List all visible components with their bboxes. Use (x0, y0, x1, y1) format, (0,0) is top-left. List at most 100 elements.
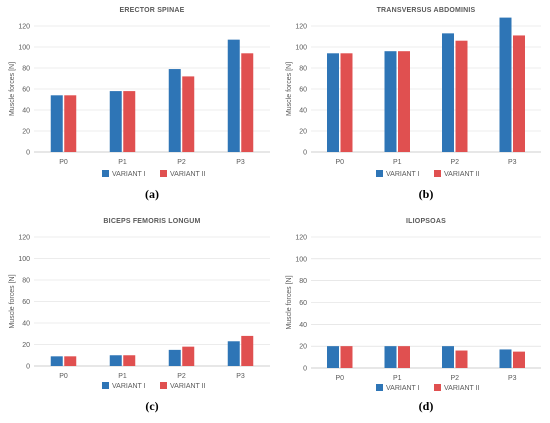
y-tick-label: 60 (299, 300, 307, 307)
bar-variant-2-p3 (513, 35, 525, 153)
y-tick-label: 100 (18, 256, 30, 263)
legend-swatch (102, 382, 109, 389)
bar-variant-2-p0 (64, 95, 77, 152)
x-tick-label: P2 (177, 373, 186, 380)
y-tick-label: 20 (299, 344, 307, 351)
chart-title: ILIOPSOAS (406, 218, 446, 225)
y-tick-label: 40 (299, 108, 307, 115)
x-tick-label: P1 (118, 159, 127, 166)
bar-variant-1-p3 (227, 341, 240, 366)
x-tick-label: P0 (59, 159, 68, 166)
y-tick-label: 40 (22, 108, 30, 115)
y-tick-label: 100 (295, 45, 307, 52)
y-tick-label: 80 (299, 66, 307, 73)
chart-panel-3: BICEPS FEMORIS LONGUM 0 20 40 60 80 100 120 Musc… (9, 218, 270, 413)
legend-label: VARIANT I (112, 383, 146, 390)
panel-label: (b) (419, 187, 434, 201)
y-tick-label: 0 (303, 366, 307, 373)
legend-swatch (160, 170, 167, 177)
y-tick-label: 80 (22, 66, 30, 73)
bar-variant-2-p3 (513, 351, 525, 368)
bar-variant-1-p2 (442, 33, 454, 152)
x-tick-label: P3 (236, 373, 245, 380)
bar-variant-1-p1 (384, 51, 397, 153)
y-axis-label: Muscle forces [N] (9, 62, 16, 116)
y-tick-label: 100 (18, 45, 30, 52)
bar-variant-2-p1 (398, 346, 410, 368)
y-axis-label: Muscle forces [N] (9, 274, 16, 328)
x-tick-label: P1 (393, 375, 402, 382)
y-axis-label: Muscle forces [N] (286, 62, 293, 116)
y-tick-label: 40 (299, 322, 307, 329)
bar-variant-2-p0 (340, 53, 353, 152)
legend-swatch (434, 170, 441, 177)
panel-label: (a) (145, 187, 159, 201)
legend-swatch (376, 384, 383, 391)
bar-variant-1-p3 (499, 349, 512, 368)
bar-variant-1-p0 (50, 356, 63, 366)
bar-variant-1-p0 (327, 53, 339, 152)
legend-label: VARIANT I (386, 385, 420, 392)
legend-swatch (434, 384, 441, 391)
legend-label: VARIANT I (386, 171, 420, 178)
x-tick-label: P2 (450, 159, 459, 166)
bar-variant-1-p2 (442, 346, 454, 368)
x-tick-label: P3 (236, 159, 245, 166)
bar-variant-2-p2 (455, 40, 468, 153)
legend-swatch (376, 170, 383, 177)
y-tick-label: 20 (299, 129, 307, 136)
bar-variant-1-p1 (109, 355, 122, 366)
y-tick-label: 20 (22, 129, 30, 136)
bar-variant-2-p3 (241, 335, 254, 366)
x-tick-label: P0 (335, 159, 344, 166)
bar-variant-1-p2 (168, 349, 181, 366)
chart-panel-4: ILIOPSOAS 0 20 40 60 80 100 120 Muscle forces [N… (286, 218, 541, 413)
bar-variant-1-p1 (384, 346, 397, 368)
panel-label: (c) (145, 399, 158, 413)
y-tick-label: 20 (22, 342, 30, 349)
x-tick-label: P3 (508, 375, 517, 382)
bar-variant-2-p1 (123, 355, 136, 366)
x-tick-label: P1 (393, 159, 402, 166)
y-tick-label: 60 (22, 87, 30, 94)
chart-panel-2: TRANSVERSUS ABDOMINIS 0 20 40 60 80 100 120 Musc… (286, 7, 541, 201)
chart-panel-1: ERECTOR SPINAE 0 20 40 60 80 100 120 Muscle forc… (9, 7, 270, 201)
bar-variant-1-p3 (499, 17, 512, 152)
bar-variant-2-p3 (241, 53, 254, 152)
x-tick-label: P0 (59, 373, 68, 380)
bar-variant-2-p1 (398, 51, 410, 153)
bar-variant-2-p2 (455, 350, 468, 368)
y-tick-label: 120 (295, 235, 307, 242)
chart-title: ERECTOR SPINAE (120, 7, 185, 14)
bar-variant-1-p2 (168, 69, 181, 152)
chart-title: BICEPS FEMORIS LONGUM (103, 218, 200, 225)
x-tick-label: P1 (118, 373, 127, 380)
bar-variant-1-p1 (109, 91, 122, 152)
y-tick-label: 120 (18, 24, 30, 31)
y-tick-label: 120 (18, 235, 30, 242)
bar-variant-2-p1 (123, 91, 136, 152)
legend-swatch (160, 382, 167, 389)
bar-variant-2-p2 (182, 76, 195, 152)
bar-variant-2-p0 (64, 356, 77, 366)
bar-variant-2-p0 (340, 346, 353, 368)
bar-variant-1-p0 (50, 95, 63, 152)
y-tick-label: 120 (295, 24, 307, 31)
legend-swatch (102, 170, 109, 177)
y-tick-label: 40 (22, 321, 30, 328)
bar-variant-1-p3 (227, 39, 240, 152)
x-tick-label: P2 (177, 159, 186, 166)
y-tick-label: 80 (22, 278, 30, 285)
legend-label: VARIANT II (444, 171, 480, 178)
legend-label: VARIANT II (444, 385, 480, 392)
legend-label: VARIANT II (170, 171, 206, 178)
y-tick-label: 60 (22, 299, 30, 306)
bar-variant-1-p0 (327, 346, 339, 368)
x-tick-label: P2 (450, 375, 459, 382)
legend-label: VARIANT I (112, 171, 146, 178)
y-tick-label: 0 (26, 150, 30, 157)
y-axis-label: Muscle forces [N] (286, 275, 293, 329)
y-tick-label: 80 (299, 278, 307, 285)
